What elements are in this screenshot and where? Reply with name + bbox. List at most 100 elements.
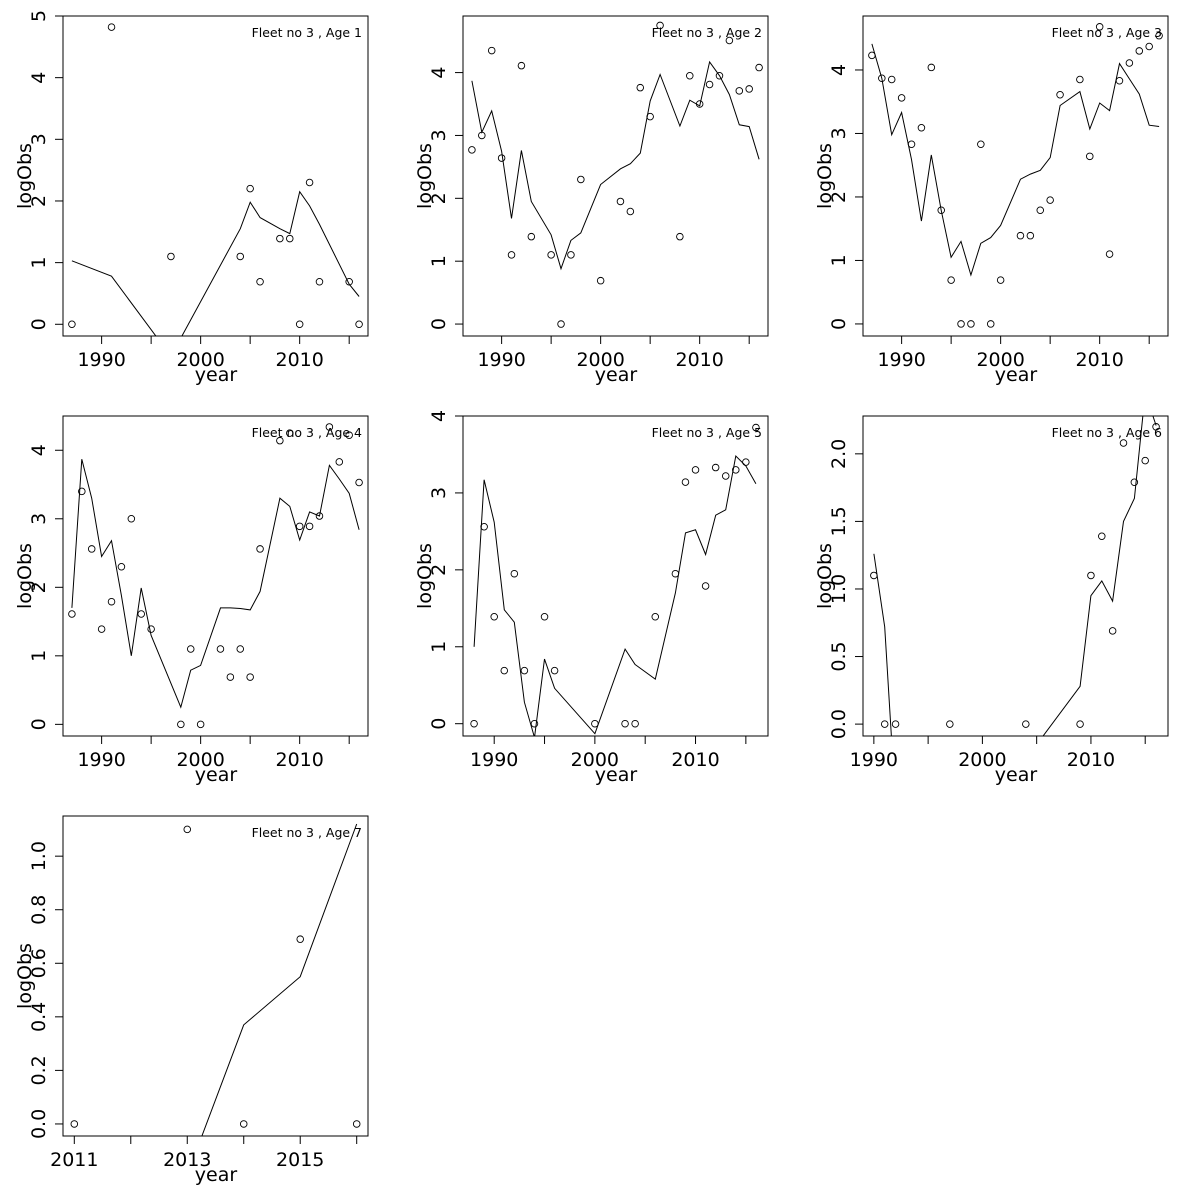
observed-point	[1046, 196, 1054, 204]
observed-point	[325, 423, 334, 431]
observed-point	[715, 71, 724, 80]
data-layer	[68, 423, 363, 729]
observed-point	[891, 720, 900, 728]
fitted-line	[471, 60, 760, 271]
y-tick-label: 0	[828, 318, 850, 330]
observed-point	[725, 36, 734, 45]
observed-point	[656, 21, 664, 30]
y-tick-label: 3	[428, 487, 450, 499]
observed-point	[870, 571, 878, 580]
observed-point	[917, 123, 926, 132]
observed-point	[355, 320, 363, 329]
observed-point	[691, 466, 700, 474]
y-axis-label: logObs	[14, 543, 36, 609]
observed-point	[927, 63, 936, 72]
y-tick-label: 3	[28, 133, 50, 145]
observed-point	[626, 207, 635, 216]
y-axis-label: logObs	[14, 943, 36, 1009]
panel-age-4: 1990 2000 2010 0 1 2 3 4 year logObs Fleet no 3 , …	[14, 415, 369, 786]
observed-point	[68, 320, 76, 329]
observed-point	[345, 277, 353, 286]
x-axis-label: year	[995, 764, 1038, 786]
fitted-line	[873, 416, 1157, 736]
observed-point	[487, 46, 496, 55]
observed-point	[1119, 439, 1128, 447]
observed-point	[256, 277, 264, 286]
panel-title: Fleet no 3 , Age 7	[252, 825, 362, 840]
plot-frame	[862, 415, 1169, 737]
y-tick-label: 2	[428, 564, 450, 576]
y-tick-label: 2	[28, 195, 50, 207]
x-tick-label: 2011	[50, 1149, 98, 1171]
fitted-line	[201, 823, 358, 1136]
x-axis-label: year	[595, 364, 638, 386]
y-tick-label: 0	[428, 718, 450, 730]
plot-frame	[462, 15, 769, 337]
observed-point	[70, 1120, 79, 1128]
observed-point	[246, 673, 254, 681]
x-tick-label: 2000	[176, 349, 224, 371]
observed-point	[1076, 75, 1084, 84]
y-tick-label: 0.8	[28, 895, 50, 925]
observed-point	[686, 71, 694, 80]
observed-point	[1108, 627, 1117, 635]
y-tick-label: 1	[428, 255, 450, 267]
observed-point	[305, 522, 314, 531]
plot-frame	[62, 815, 369, 1137]
observed-point	[1016, 231, 1025, 240]
y-axis-label: logObs	[814, 543, 836, 609]
observed-point	[468, 146, 476, 154]
x-tick-label: 2015	[276, 1149, 324, 1171]
y-tick-label: 4	[428, 67, 450, 79]
fitted-line	[871, 43, 1160, 277]
observed-point	[937, 206, 945, 215]
y-tick-label: 1	[428, 641, 450, 653]
observed-point	[671, 569, 680, 578]
observed-point	[355, 478, 363, 487]
observed-point	[127, 515, 136, 523]
x-tick-label: 2000	[976, 349, 1024, 371]
observed-point	[735, 87, 744, 95]
observed-point	[996, 276, 1005, 284]
data-layer	[468, 21, 763, 328]
panel-title: Fleet no 3 , Age 6	[1052, 425, 1162, 440]
y-tick-label: 3	[428, 129, 450, 141]
observed-point	[1130, 478, 1139, 486]
observed-point	[1098, 532, 1106, 541]
data-layer	[68, 23, 363, 336]
y-tick-label: 1.0	[828, 574, 850, 604]
observed-point	[1087, 571, 1095, 580]
data-layer	[870, 416, 1160, 736]
observed-point	[947, 276, 955, 284]
y-tick-label: 0.6	[28, 948, 50, 978]
observed-point	[246, 184, 254, 193]
x-axis-label: year	[195, 764, 238, 786]
observed-point	[530, 719, 539, 728]
observed-point	[68, 610, 76, 618]
x-tick-label: 2010	[275, 349, 323, 371]
y-tick-label: 2	[828, 191, 850, 203]
observed-point	[577, 175, 585, 184]
y-tick-label: 0	[28, 718, 50, 730]
observed-point	[711, 463, 720, 472]
x-tick-label: 1990	[77, 349, 125, 371]
observed-point	[520, 666, 529, 675]
y-axis-label: logObs	[14, 143, 36, 209]
data-layer	[868, 23, 1163, 328]
y-axis-label: logObs	[414, 143, 436, 209]
observed-point	[1056, 90, 1064, 99]
observed-point	[147, 625, 155, 633]
observed-point	[616, 197, 625, 206]
fitted-line	[71, 459, 360, 709]
observed-point	[967, 320, 975, 328]
y-tick-label: 0.0	[828, 709, 850, 739]
observed-point	[335, 458, 344, 466]
observed-point	[681, 478, 690, 486]
observed-point	[295, 320, 304, 329]
observed-point	[880, 720, 889, 728]
observed-point	[236, 645, 245, 653]
y-tick-label: 4	[428, 410, 450, 422]
x-axis-label: year	[195, 1164, 238, 1186]
observed-point	[957, 320, 965, 328]
x-tick-label: 2010	[275, 749, 323, 771]
